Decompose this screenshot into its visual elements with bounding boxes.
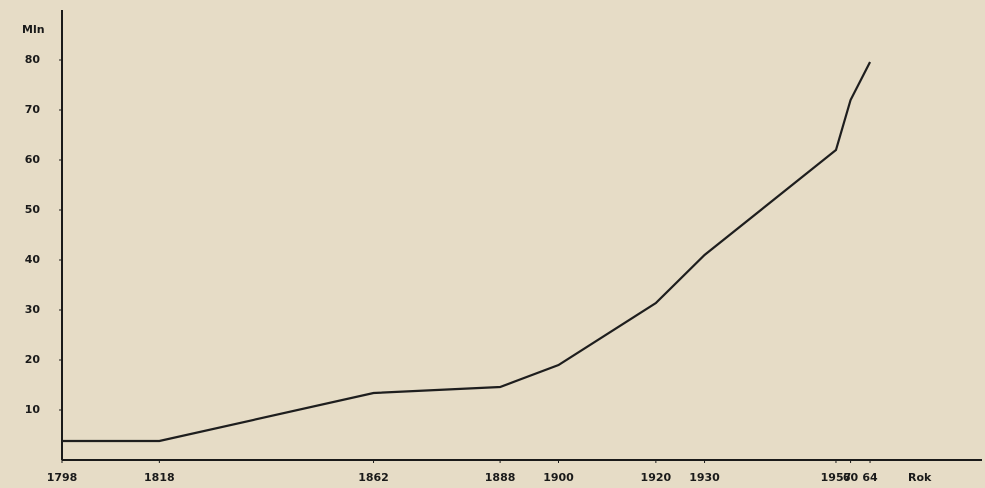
x-tick-label: 64 [862, 471, 878, 484]
x-axis-label: Rok [908, 471, 932, 484]
data-line [62, 61, 872, 443]
y-tick-label: 40 [25, 253, 41, 266]
x-tick-label: 1957 [821, 471, 852, 484]
x-tick-label: 1888 [485, 471, 516, 484]
x-tick-label: 1798 [47, 471, 78, 484]
y-tick-label: 60 [25, 153, 41, 166]
x-tick-label: 1900 [543, 471, 574, 484]
x-tick-label: 60 [843, 471, 859, 484]
y-axis-label: Mln [22, 23, 45, 36]
y-tick-label: 50 [25, 203, 41, 216]
y-tick-label: 70 [25, 103, 41, 116]
y-tick-label: 20 [25, 353, 41, 366]
x-tick-label: 1920 [641, 471, 672, 484]
y-tick-label: 80 [25, 53, 41, 66]
x-tick-label: 1862 [358, 471, 389, 484]
x-tick-label: 1818 [144, 471, 175, 484]
y-tick-label: 30 [25, 303, 41, 316]
y-tick-label: 10 [25, 403, 41, 416]
x-tick-label: 1930 [689, 471, 720, 484]
